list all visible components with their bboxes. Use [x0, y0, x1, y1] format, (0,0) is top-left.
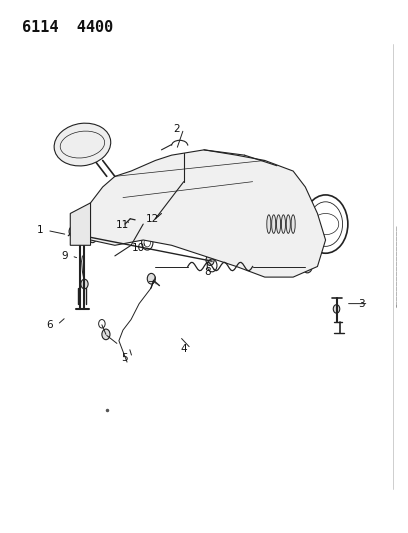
Ellipse shape	[291, 215, 295, 233]
Ellipse shape	[282, 215, 286, 233]
Text: ─────────────────────────────────: ─────────────────────────────────	[396, 225, 400, 308]
Circle shape	[206, 255, 214, 265]
Text: 2: 2	[173, 124, 180, 134]
Text: 11: 11	[115, 220, 129, 230]
Text: 6: 6	[47, 320, 53, 330]
Circle shape	[302, 260, 312, 273]
Circle shape	[89, 232, 97, 243]
Polygon shape	[70, 203, 91, 245]
Text: 3: 3	[358, 298, 364, 309]
Ellipse shape	[286, 215, 290, 233]
Text: 8: 8	[205, 267, 211, 277]
Ellipse shape	[272, 215, 276, 233]
Circle shape	[147, 273, 155, 284]
Text: 1: 1	[37, 225, 43, 236]
Circle shape	[102, 329, 110, 340]
Ellipse shape	[267, 215, 271, 233]
Text: 5: 5	[122, 353, 128, 362]
Polygon shape	[74, 150, 326, 277]
Circle shape	[333, 305, 340, 313]
Text: 9: 9	[61, 251, 67, 261]
Text: 6114  4400: 6114 4400	[22, 20, 113, 35]
Text: 7: 7	[147, 281, 154, 291]
Text: 10: 10	[132, 243, 145, 253]
Ellipse shape	[54, 123, 111, 166]
Circle shape	[69, 226, 77, 237]
Ellipse shape	[277, 215, 281, 233]
Text: 12: 12	[146, 214, 159, 224]
Text: 4: 4	[180, 344, 187, 354]
Circle shape	[81, 279, 88, 289]
